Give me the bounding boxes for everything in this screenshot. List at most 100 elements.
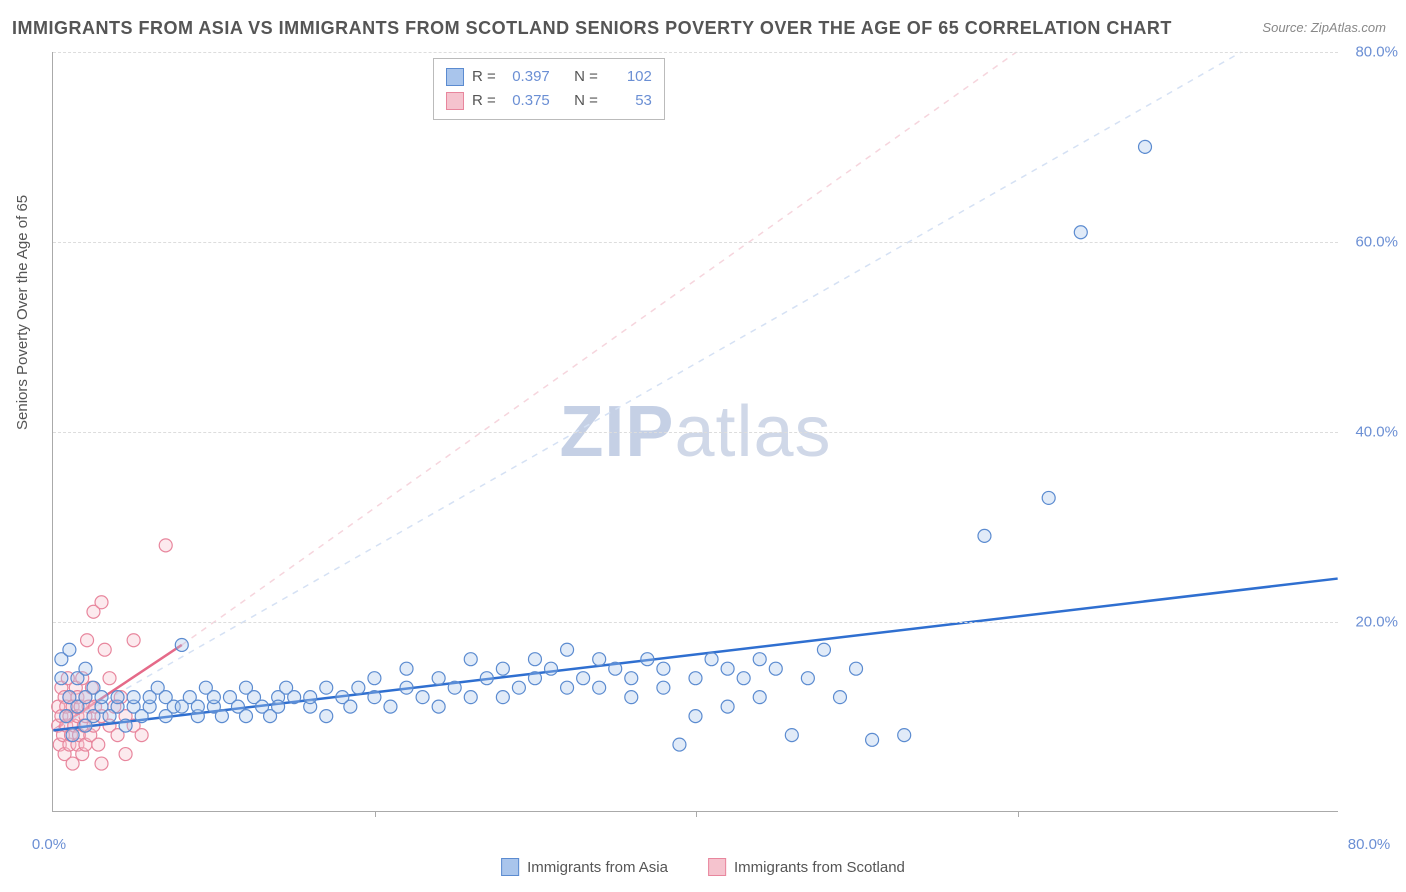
- asia-point: [673, 738, 686, 751]
- asia-point: [833, 691, 846, 704]
- gridline: [53, 432, 1338, 433]
- scotland-point: [119, 748, 132, 761]
- asia-point: [175, 638, 188, 651]
- scotland-point: [135, 729, 148, 742]
- asia-point: [609, 662, 622, 675]
- legend-item-asia: Immigrants from Asia: [501, 858, 668, 876]
- asia-point: [528, 672, 541, 685]
- y-tick-label: 80.0%: [1355, 44, 1398, 61]
- asia-point: [400, 681, 413, 694]
- chart-plot-area: ZIPatlas R = 0.397 N = 102 R = 0.375 N =…: [52, 52, 1338, 812]
- asia-point: [288, 691, 301, 704]
- asia-point: [207, 691, 220, 704]
- scotland-point: [159, 539, 172, 552]
- asia-point: [272, 700, 285, 713]
- asia-point: [785, 729, 798, 742]
- scotland-point: [95, 596, 108, 609]
- asia-point: [1139, 140, 1152, 153]
- asia-point: [432, 700, 445, 713]
- asia-point: [368, 672, 381, 685]
- asia-point: [448, 681, 461, 694]
- asia-point: [79, 662, 92, 675]
- x-tick: [1018, 811, 1019, 817]
- asia-point: [721, 700, 734, 713]
- asia-point: [240, 710, 253, 723]
- asia-point: [63, 643, 76, 656]
- x-tick: [375, 811, 376, 817]
- asia-point: [528, 653, 541, 666]
- asia-point: [480, 672, 493, 685]
- asia-point: [593, 681, 606, 694]
- gridline: [53, 622, 1338, 623]
- asia-point: [400, 662, 413, 675]
- swatch-asia: [501, 858, 519, 876]
- asia-point: [119, 719, 132, 732]
- legend-label-scotland: Immigrants from Scotland: [734, 859, 905, 876]
- asia-point: [657, 681, 670, 694]
- source-credit: Source: ZipAtlas.com: [1262, 20, 1386, 35]
- asia-point: [625, 691, 638, 704]
- asia-point: [657, 662, 670, 675]
- asia-point: [496, 691, 509, 704]
- asia-point: [625, 672, 638, 685]
- asia-point: [898, 729, 911, 742]
- asia-point: [866, 733, 879, 746]
- asia-point: [111, 691, 124, 704]
- asia-point: [641, 653, 654, 666]
- legend-item-scotland: Immigrants from Scotland: [708, 858, 905, 876]
- asia-point: [1042, 491, 1055, 504]
- asia-point: [95, 691, 108, 704]
- x-tick-label: 0.0%: [32, 836, 66, 853]
- swatch-scotland: [708, 858, 726, 876]
- asia-point: [545, 662, 558, 675]
- asia-trend-solid: [53, 579, 1337, 731]
- asia-point: [191, 700, 204, 713]
- asia-point: [127, 691, 140, 704]
- asia-point: [464, 691, 477, 704]
- scotland-point: [127, 634, 140, 647]
- x-tick: [696, 811, 697, 817]
- asia-point: [215, 710, 228, 723]
- asia-point: [416, 691, 429, 704]
- asia-point: [320, 681, 333, 694]
- x-tick-label: 80.0%: [1348, 836, 1391, 853]
- scotland-point: [98, 643, 111, 656]
- asia-point: [432, 672, 445, 685]
- gridline: [53, 52, 1338, 53]
- legend-label-asia: Immigrants from Asia: [527, 859, 668, 876]
- asia-point: [368, 691, 381, 704]
- scotland-point: [66, 757, 79, 770]
- asia-point: [689, 672, 702, 685]
- y-tick-label: 60.0%: [1355, 234, 1398, 251]
- asia-point: [978, 529, 991, 542]
- gridline: [53, 242, 1338, 243]
- asia-point: [593, 653, 606, 666]
- chart-title: IMMIGRANTS FROM ASIA VS IMMIGRANTS FROM …: [12, 18, 1172, 39]
- asia-trend-dashed: [53, 52, 1241, 730]
- asia-point: [344, 700, 357, 713]
- asia-point: [352, 681, 365, 694]
- asia-point: [850, 662, 863, 675]
- asia-point: [721, 662, 734, 675]
- source-label: Source:: [1262, 20, 1307, 35]
- scotland-point: [92, 738, 105, 751]
- scotland-point: [103, 672, 116, 685]
- asia-point: [801, 672, 814, 685]
- asia-point: [512, 681, 525, 694]
- asia-point: [737, 672, 750, 685]
- bottom-legend: Immigrants from Asia Immigrants from Sco…: [501, 858, 905, 876]
- scotland-trend-dashed: [182, 52, 1017, 645]
- source-value: ZipAtlas.com: [1311, 20, 1386, 35]
- asia-point: [577, 672, 590, 685]
- asia-point: [60, 710, 73, 723]
- asia-point: [464, 653, 477, 666]
- asia-point: [304, 691, 317, 704]
- asia-point: [66, 729, 79, 742]
- asia-point: [384, 700, 397, 713]
- scotland-point: [81, 634, 94, 647]
- asia-point: [705, 653, 718, 666]
- asia-point: [55, 672, 68, 685]
- scotland-point: [95, 757, 108, 770]
- asia-point: [753, 653, 766, 666]
- asia-point: [320, 710, 333, 723]
